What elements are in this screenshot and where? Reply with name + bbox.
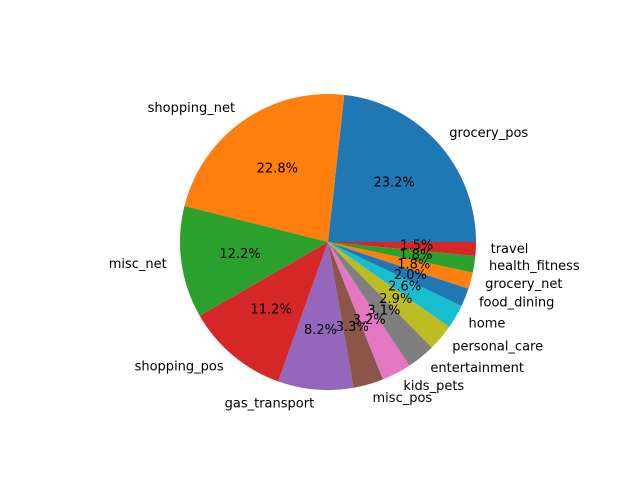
- category-label-misc_net: misc_net: [109, 257, 167, 272]
- pie-slice-shopping_pos: [199, 242, 328, 382]
- category-label-grocery_pos: grocery_pos: [449, 126, 528, 141]
- pie-slice-personal_care: [328, 242, 450, 348]
- category-label-grocery_net: grocery_net: [485, 277, 562, 292]
- pie-slice-grocery_pos: [328, 94, 476, 242]
- percent-label-personal_care: 2.9%: [379, 292, 412, 307]
- category-label-travel: travel: [491, 242, 529, 257]
- pie-slice-shopping_net: [184, 94, 345, 242]
- percent-label-travel: 1.5%: [400, 239, 433, 254]
- category-label-home: home: [469, 317, 506, 332]
- pie-slice-entertainment: [328, 242, 432, 366]
- pie-slice-home: [328, 242, 462, 327]
- category-label-shopping_net: shopping_net: [148, 101, 235, 116]
- pie-slice-kids_pets: [328, 242, 410, 380]
- pie-slice-grocery_net: [328, 242, 473, 289]
- percent-label-misc_net: 12.2%: [219, 247, 260, 262]
- pie-slice-health_fitness: [328, 242, 476, 273]
- category-label-gas_transport: gas_transport: [225, 397, 315, 412]
- category-label-misc_pos: misc_pos: [373, 391, 433, 406]
- category-label-personal_care: personal_care: [452, 340, 543, 355]
- percent-labels: 23.2% 22.8% 12.2% 11.2% 8.2%3.3%3.2%3.1%2.9%…: [219, 162, 433, 338]
- percent-label-entertainment: 3.1%: [367, 304, 400, 319]
- pie-slice-travel: [328, 242, 476, 256]
- category-label-entertainment: entertainment: [430, 361, 524, 376]
- percent-label-shopping_pos: 11.2%: [250, 303, 291, 318]
- pie-slice-gas_transport: [278, 242, 354, 390]
- percent-label-grocery_net: 1.8%: [397, 258, 430, 273]
- percent-label-food_dining: 2.0%: [394, 268, 427, 283]
- category-labels: grocery_pos shopping_net misc_net shopping_…: [109, 101, 580, 412]
- percent-label-home: 2.6%: [388, 279, 421, 294]
- percent-label-misc_pos: 3.3%: [336, 320, 369, 335]
- pie-slice-food_dining: [328, 242, 469, 306]
- percent-label-grocery_pos: 23.2%: [373, 175, 414, 190]
- pie-slices: [179, 94, 476, 390]
- percent-label-gas_transport: 8.2%: [304, 323, 337, 338]
- category-label-shopping_pos: shopping_pos: [135, 359, 224, 374]
- category-label-kids_pets: kids_pets: [403, 379, 464, 394]
- pie-slice-misc_net: [179, 206, 328, 316]
- pie-slice-misc_pos: [328, 242, 384, 388]
- category-label-health_fitness: health_fitness: [489, 259, 580, 274]
- percent-label-shopping_net: 22.8%: [257, 162, 298, 177]
- percent-label-kids_pets: 3.2%: [353, 313, 386, 328]
- percent-label-health_fitness: 1.8%: [399, 248, 432, 263]
- category-label-food_dining: food_dining: [479, 295, 554, 310]
